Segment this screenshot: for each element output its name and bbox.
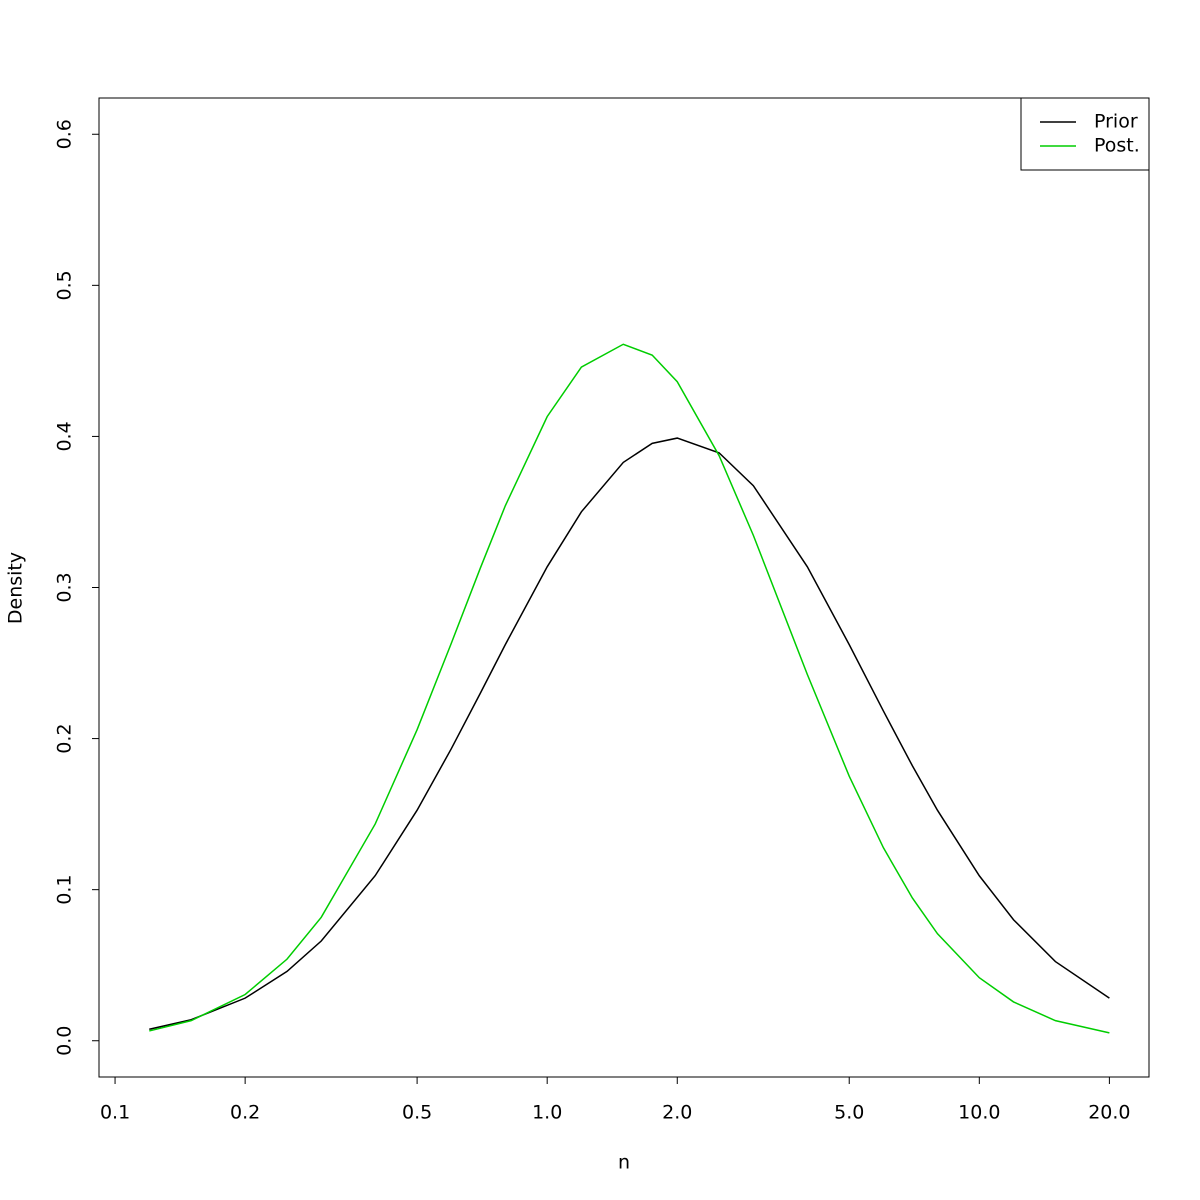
y-tick-label: 0.6 — [54, 119, 76, 149]
x-tick-label: 2.0 — [662, 1102, 692, 1124]
x-tick-label: 0.1 — [100, 1102, 130, 1124]
x-tick-label: 1.0 — [532, 1102, 562, 1124]
y-tick-label: 0.3 — [54, 572, 76, 602]
y-tick-label: 0.5 — [54, 270, 76, 300]
plot-box — [98, 97, 1150, 1078]
x-tick-label: 0.5 — [402, 1102, 432, 1124]
legend-box — [1020, 97, 1150, 171]
y-tick-label: 0.2 — [54, 723, 76, 753]
x-axis-label: n — [618, 1152, 630, 1174]
x-tick-label: 5.0 — [834, 1102, 864, 1124]
y-tick-label: 0.1 — [54, 875, 76, 905]
legend-label: Post. — [1094, 135, 1140, 157]
y-tick-label: 0.4 — [54, 421, 76, 451]
x-tick-label: 10.0 — [958, 1102, 1000, 1124]
x-tick-label: 0.2 — [230, 1102, 260, 1124]
x-tick-label: 20.0 — [1088, 1102, 1130, 1124]
legend-label: Prior — [1094, 111, 1138, 133]
y-axis-label: Density — [5, 552, 27, 624]
y-tick-label: 0.0 — [54, 1026, 76, 1056]
data-line — [149, 437, 1110, 1030]
data-line — [149, 343, 1110, 1034]
